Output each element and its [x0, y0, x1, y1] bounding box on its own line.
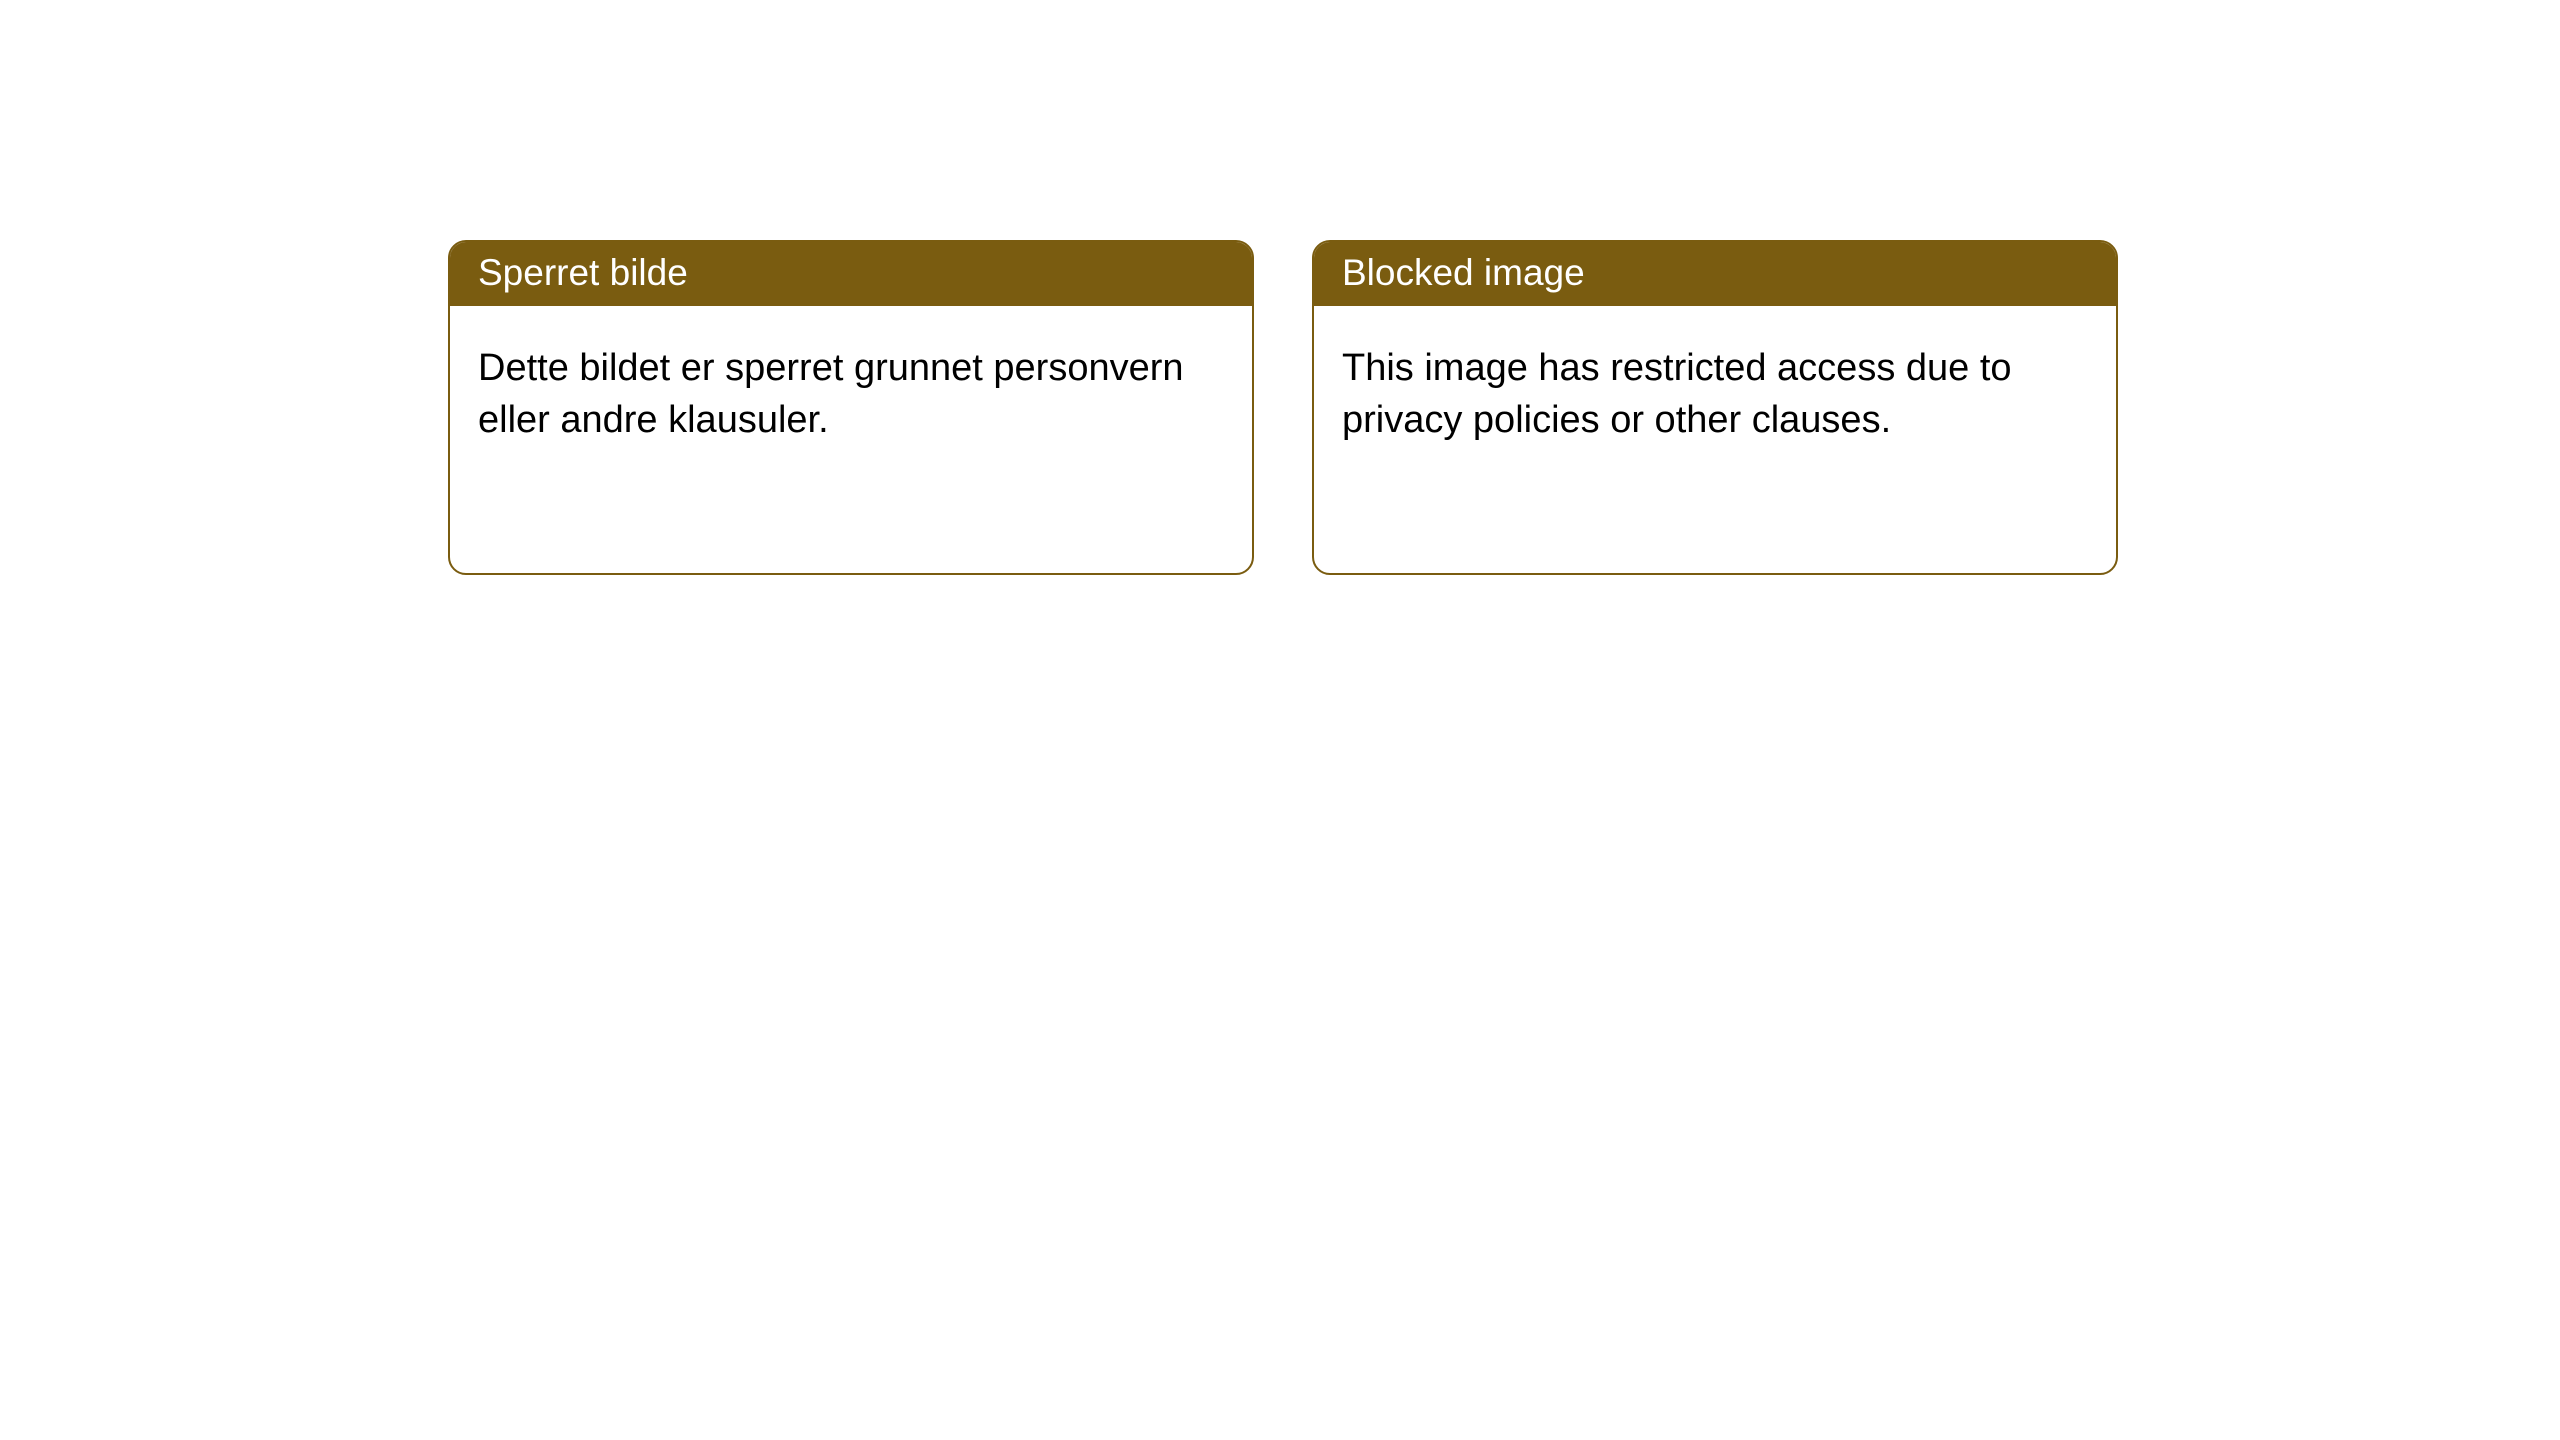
card-title-english: Blocked image — [1342, 252, 1585, 293]
blocked-image-card-norwegian: Sperret bilde Dette bildet er sperret gr… — [448, 240, 1254, 575]
card-header-norwegian: Sperret bilde — [450, 242, 1252, 306]
card-text-english: This image has restricted access due to … — [1342, 347, 2012, 441]
card-text-norwegian: Dette bildet er sperret grunnet personve… — [478, 347, 1184, 441]
notice-cards-container: Sperret bilde Dette bildet er sperret gr… — [0, 0, 2560, 575]
card-body-english: This image has restricted access due to … — [1314, 306, 2116, 482]
card-header-english: Blocked image — [1314, 242, 2116, 306]
card-title-norwegian: Sperret bilde — [478, 252, 688, 293]
card-body-norwegian: Dette bildet er sperret grunnet personve… — [450, 306, 1252, 482]
blocked-image-card-english: Blocked image This image has restricted … — [1312, 240, 2118, 575]
